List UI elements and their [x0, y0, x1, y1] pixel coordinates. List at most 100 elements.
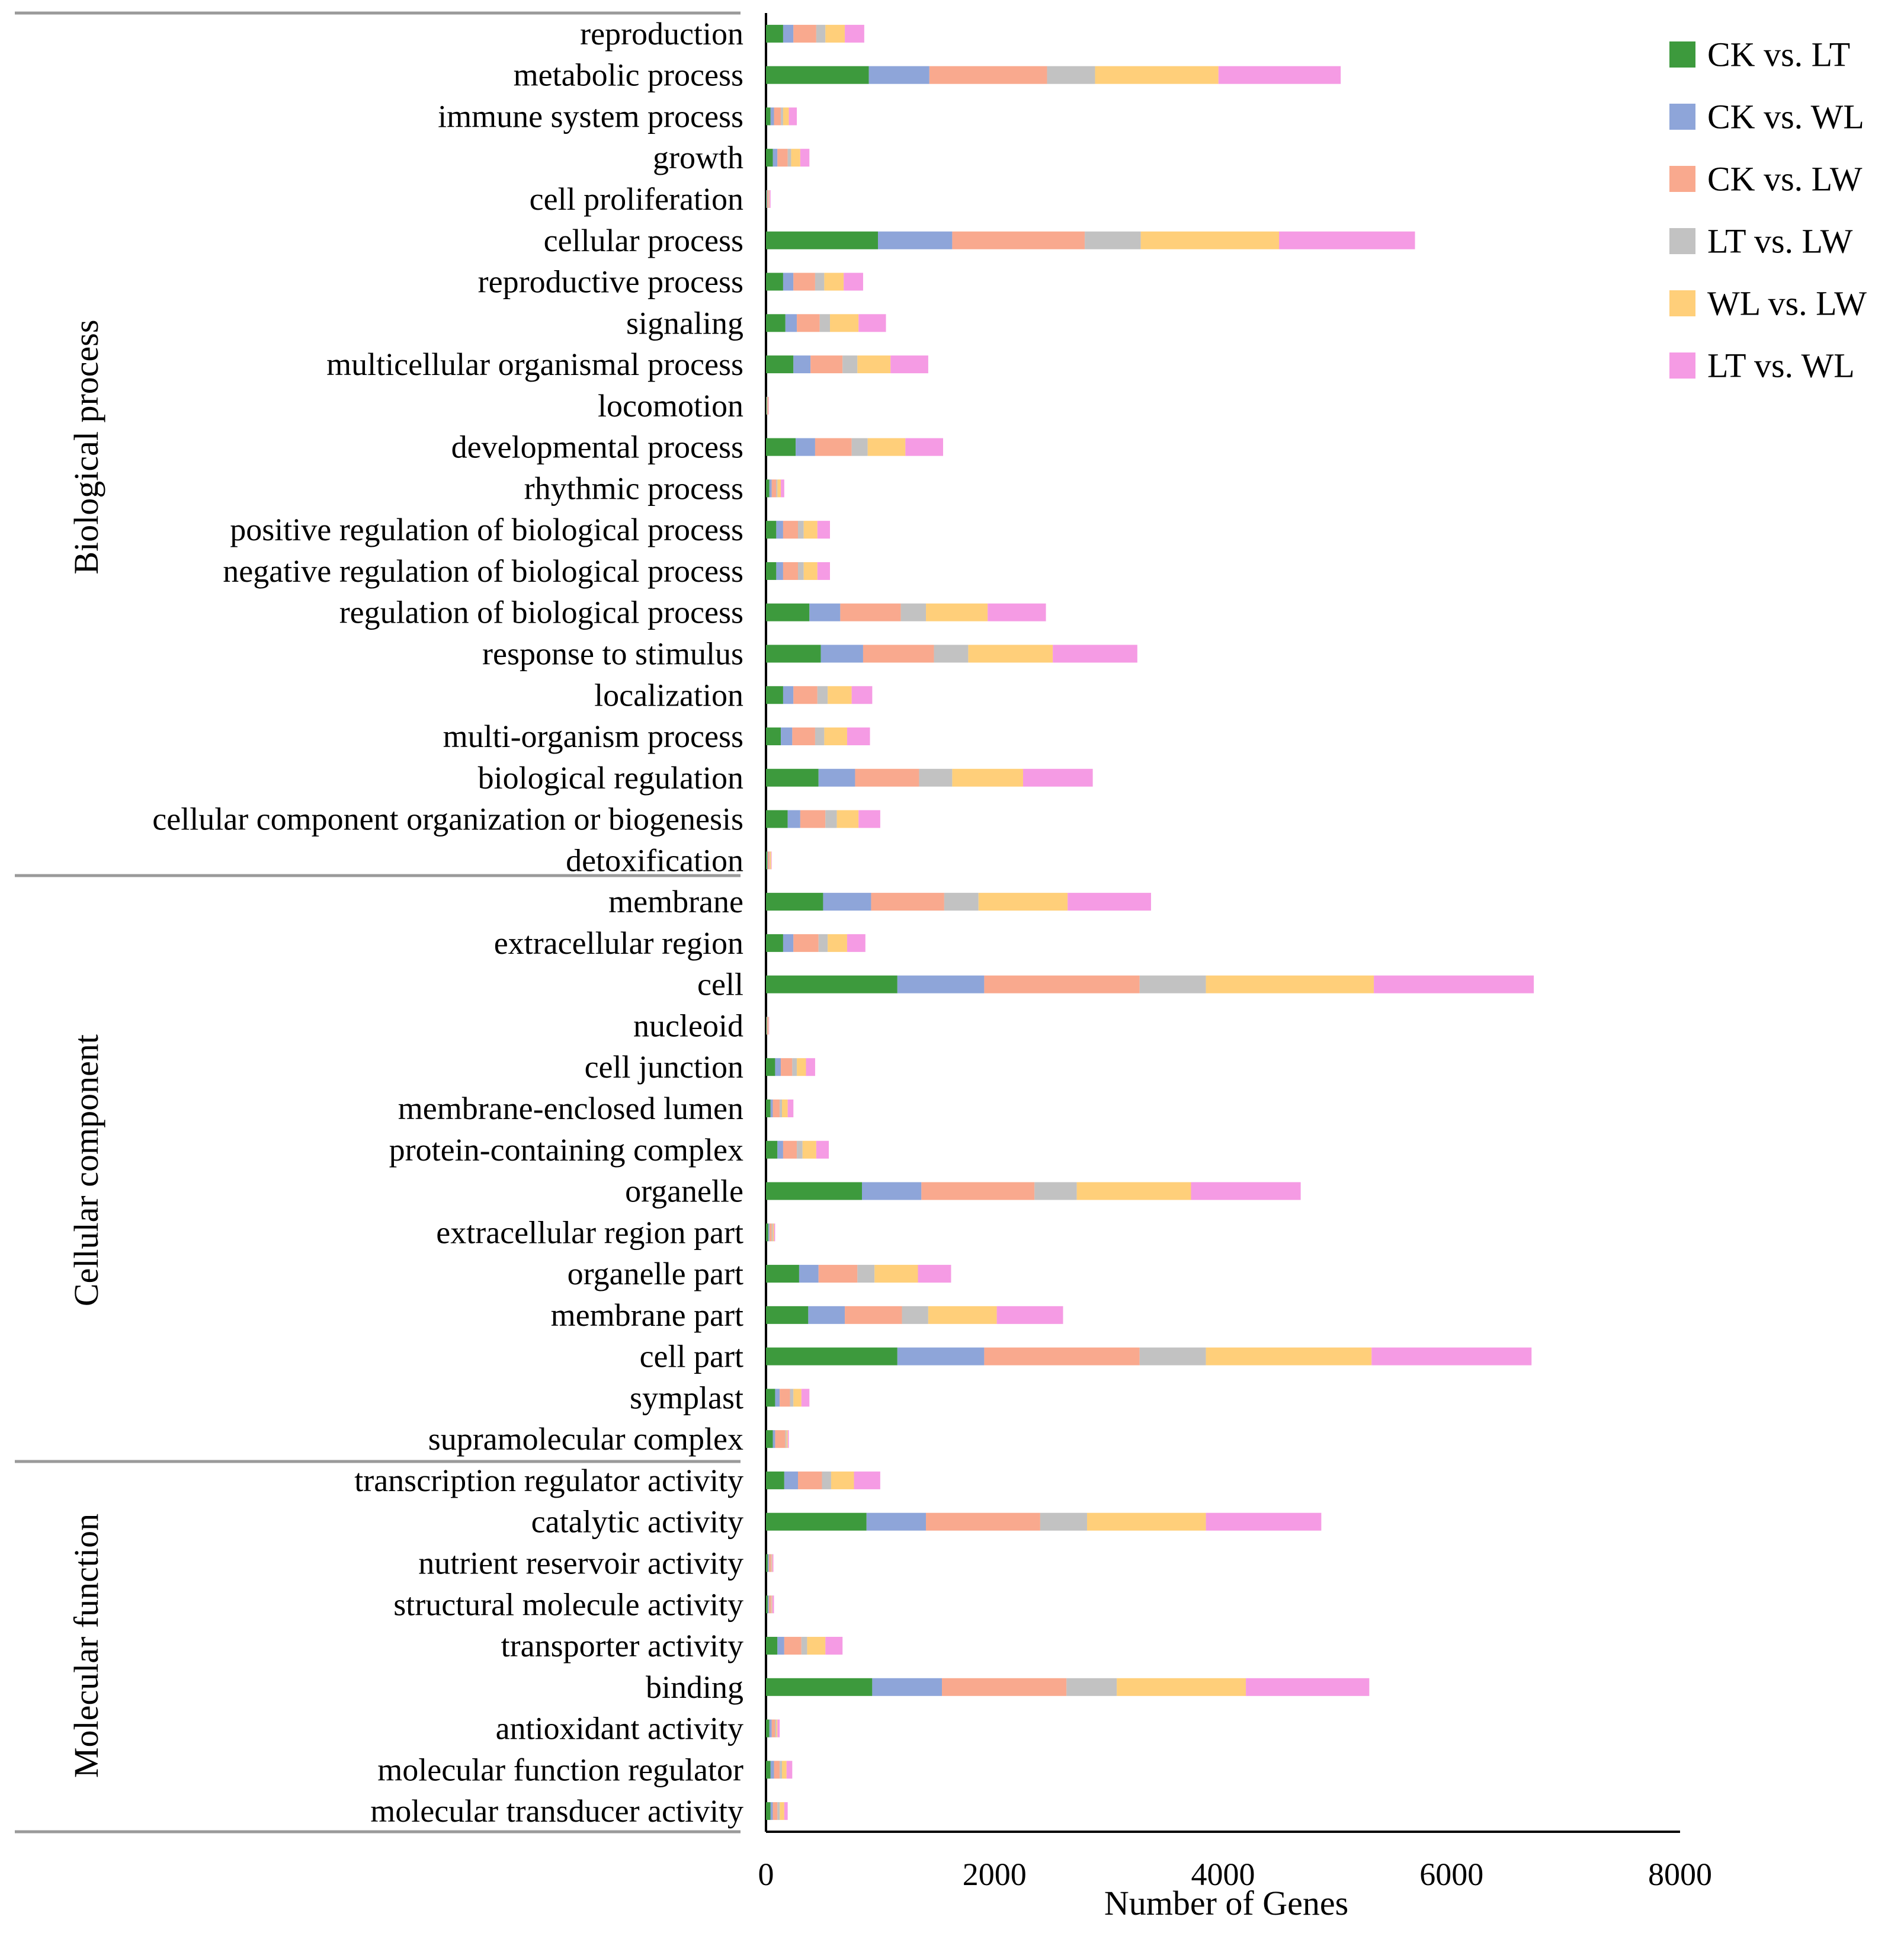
bar-segment-symplast-series-3 — [780, 1389, 790, 1407]
group-label-biological-process: Biological process — [67, 320, 105, 575]
bar-segment-cell-part-series-5 — [1206, 1347, 1372, 1366]
bar-segment-biological-regulation-series-3 — [855, 768, 919, 787]
legend-swatch-series-1 — [1669, 41, 1695, 68]
bar-segment-reproductive-process-series-5 — [824, 273, 844, 291]
category-label-multi-organism-process: multi-organism process — [443, 719, 743, 754]
bar-segment-metabolic-process-series-2 — [868, 66, 929, 84]
bar-segment-signaling-series-4 — [819, 314, 831, 332]
bar-segment-cell-junction-series-1 — [766, 1058, 775, 1076]
bar-segment-molecular-function-regulator-series-5 — [782, 1761, 787, 1779]
bar-segment-transcription-regulator-activity-series-4 — [822, 1471, 831, 1489]
bar-segment-cell-proliferation-series-6 — [769, 190, 771, 208]
bar-segment-molecular-function-regulator-series-1 — [766, 1761, 771, 1779]
bar-segment-cellular-component-organization-or-biogenesis-series-4 — [825, 810, 837, 828]
bar-segment-protein-containing-complex-series-2 — [777, 1140, 783, 1159]
bar-segment-nucleoid-series-3 — [767, 1017, 768, 1035]
category-label-reproductive-process: reproductive process — [478, 264, 743, 300]
bar-segment-extracellular-region-series-2 — [783, 934, 794, 952]
bar-segment-developmental-process-series-5 — [867, 438, 906, 456]
bar-segment-cell-junction-series-3 — [781, 1058, 793, 1076]
bar-segment-membrane-part-series-1 — [766, 1306, 809, 1324]
bar-segment-structural-molecule-activity-series-1 — [766, 1595, 768, 1614]
bar-segment-membrane-part-series-4 — [902, 1306, 928, 1324]
bar-segment-antioxidant-activity-series-3 — [771, 1719, 775, 1738]
bar-segment-binding-series-3 — [942, 1678, 1067, 1696]
category-label-developmental-process: developmental process — [451, 429, 743, 465]
bar-segment-membrane-part-series-6 — [996, 1306, 1063, 1324]
bar-segment-multi-organism-process-series-3 — [792, 727, 815, 746]
bar-segment-rhythmic-process-series-4 — [776, 479, 778, 498]
bar-segment-localization-series-3 — [793, 686, 818, 704]
legend-swatch-series-5 — [1669, 290, 1695, 316]
bar-segment-molecular-transducer-activity-series-2 — [770, 1802, 773, 1820]
bar-segment-nutrient-reservoir-activity-series-5 — [771, 1554, 773, 1572]
bar-segment-membrane-part-series-2 — [808, 1306, 845, 1324]
bar-segment-cell-part-series-1 — [766, 1347, 897, 1366]
bar-segment-response-to-stimulus-series-5 — [968, 645, 1053, 663]
bar-segment-locomotion-series-3 — [767, 396, 768, 415]
bar-segment-response-to-stimulus-series-1 — [766, 645, 821, 663]
bar-segment-reproduction-series-3 — [793, 24, 816, 43]
bar-segment-molecular-transducer-activity-series-5 — [780, 1802, 784, 1820]
bar-segment-localization-series-1 — [766, 686, 783, 704]
bar-segment-molecular-function-regulator-series-3 — [774, 1761, 780, 1779]
bar-segment-membrane-enclosed-lumen-series-4 — [780, 1099, 782, 1117]
bar-segment-positive-regulation-of-biological-process-series-3 — [783, 521, 798, 539]
bar-segment-extracellular-region-series-1 — [766, 934, 783, 952]
category-label-binding: binding — [646, 1669, 743, 1705]
category-label-cell-proliferation: cell proliferation — [530, 181, 743, 217]
bar-segment-binding-series-6 — [1246, 1678, 1370, 1696]
bar-segment-membrane-enclosed-lumen-series-3 — [773, 1099, 780, 1117]
bar-segment-positive-regulation-of-biological-process-series-6 — [817, 521, 831, 539]
bar-segment-membrane-enclosed-lumen-series-2 — [770, 1099, 773, 1117]
bar-segment-membrane-part-series-5 — [928, 1306, 997, 1324]
bar-segment-cell-junction-series-5 — [797, 1058, 806, 1076]
bar-segment-growth-series-2 — [773, 149, 778, 167]
bar-segment-cell-series-2 — [897, 975, 985, 993]
x-tick-label-8000: 8000 — [1648, 1857, 1712, 1892]
group-label-molecular-function: Molecular function — [67, 1514, 105, 1778]
bar-segment-reproduction-series-4 — [816, 24, 826, 43]
category-label-regulation-of-biological-process: regulation of biological process — [339, 595, 743, 630]
legend-swatch-series-4 — [1669, 228, 1695, 254]
bar-segment-signaling-series-6 — [858, 314, 886, 332]
bar-segment-multicellular-organismal-process-series-4 — [842, 355, 858, 374]
bar-segment-organelle-part-series-6 — [918, 1265, 951, 1283]
category-label-transcription-regulator-activity: transcription regulator activity — [354, 1463, 743, 1498]
bar-segment-reproduction-series-6 — [845, 24, 864, 43]
bar-segment-extracellular-region-part-series-1 — [766, 1223, 768, 1242]
bar-segment-antioxidant-activity-series-1 — [766, 1719, 770, 1738]
bar-segment-multi-organism-process-series-6 — [847, 727, 870, 746]
category-label-cellular-process: cellular process — [544, 223, 743, 258]
bar-segment-cell-series-1 — [766, 975, 897, 993]
category-label-positive-regulation-of-biological-process: positive regulation of biological proces… — [230, 512, 743, 547]
bar-segment-extracellular-region-part-series-3 — [769, 1223, 772, 1242]
bar-segment-immune-system-process-series-1 — [766, 107, 771, 126]
bar-segment-rhythmic-process-series-3 — [771, 479, 777, 498]
bar-segment-reproduction-series-2 — [783, 24, 794, 43]
bar-segment-multicellular-organismal-process-series-5 — [857, 355, 891, 374]
bar-segment-nutrient-reservoir-activity-series-4 — [771, 1554, 772, 1572]
bar-segment-nucleoid-series-6 — [768, 1017, 770, 1035]
category-label-protein-containing-complex: protein-containing complex — [389, 1132, 743, 1168]
bar-segment-signaling-series-3 — [797, 314, 820, 332]
bar-segment-growth-series-3 — [777, 149, 788, 167]
bar-segment-multicellular-organismal-process-series-3 — [810, 355, 843, 374]
bar-segment-cellular-component-organization-or-biogenesis-series-5 — [836, 810, 859, 828]
bar-segment-organelle-series-1 — [766, 1182, 863, 1200]
bar-segment-reproductive-process-series-1 — [766, 273, 783, 291]
bar-segment-membrane-enclosed-lumen-series-6 — [787, 1099, 794, 1117]
bar-segment-transporter-activity-series-2 — [777, 1637, 784, 1655]
bar-segment-response-to-stimulus-series-6 — [1053, 645, 1137, 663]
bar-segment-localization-series-4 — [817, 686, 828, 704]
bar-segment-multi-organism-process-series-5 — [824, 727, 847, 746]
bar-segment-membrane-series-2 — [823, 893, 871, 911]
legend-label-series-5: WL vs. LW — [1707, 284, 1867, 323]
category-label-cellular-component-organization-or-biogenesis: cellular component organization or bioge… — [152, 802, 743, 837]
bar-segment-organelle-series-4 — [1034, 1182, 1077, 1200]
bar-segment-supramolecular-complex-series-1 — [766, 1430, 773, 1448]
bar-segment-structural-molecule-activity-series-2 — [767, 1595, 769, 1614]
bar-segment-organelle-series-6 — [1191, 1182, 1301, 1200]
bar-segment-cell-proliferation-series-3 — [767, 190, 768, 208]
bar-segment-cellular-process-series-2 — [878, 231, 953, 249]
